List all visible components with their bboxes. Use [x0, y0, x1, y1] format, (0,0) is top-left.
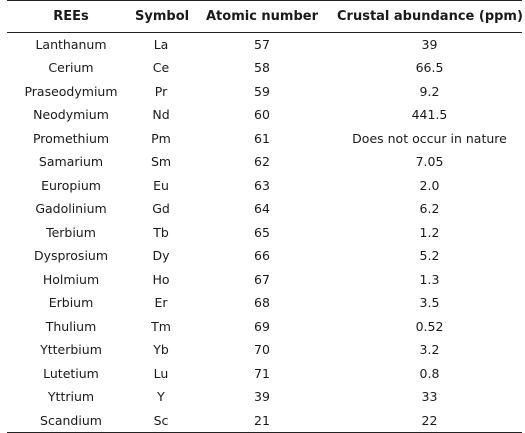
symbol-cell: Pm	[151, 130, 171, 146]
table-row: Cerium Ce 58 66.5	[7, 56, 522, 80]
table-row: Promethium Pm 61 Does not occur in nature	[7, 127, 522, 151]
table-row: Samarium Sm 62 7.05	[7, 150, 522, 174]
element-name-cell: Neodymium	[33, 107, 109, 123]
table-row: Thulium Tm 69 0.52	[7, 315, 522, 339]
atomic-number-cell: 68	[254, 295, 270, 311]
atomic-number-cell: 69	[254, 318, 270, 334]
symbol-cell: Eu	[153, 177, 169, 193]
element-name-cell: Terbium	[46, 224, 96, 240]
crustal-abundance-cell: 39	[421, 37, 438, 52]
element-name-cell: Gadolinium	[35, 201, 107, 217]
crustal-abundance-cell: 22	[421, 412, 438, 428]
crustal-abundance-cell: 33	[421, 389, 438, 405]
symbol-cell: Ho	[152, 271, 170, 287]
atomic-number-cell: 39	[254, 389, 270, 405]
symbol-cell: Sm	[150, 154, 172, 170]
symbol-cell: La	[153, 37, 169, 52]
element-name-cell: Erbium	[48, 295, 94, 311]
ree-table: REEs Symbol Atomic number Crustal abunda…	[7, 0, 523, 433]
crustal-abundance-cell: 2.0	[419, 177, 440, 193]
table-row: Lutetium Lu 71 0.8	[7, 362, 522, 386]
table-row: Europium Eu 63 2.0	[7, 174, 522, 198]
element-name-cell: Yttrium	[47, 389, 95, 405]
atomic-number-cell: 58	[254, 60, 270, 76]
table-row: Terbium Tb 65 1.2	[7, 221, 522, 245]
atomic-number-cell: 59	[254, 83, 270, 99]
symbol-cell: Gd	[152, 201, 170, 217]
atomic-number-cell: 71	[254, 365, 270, 381]
table-row: Neodymium Nd 60 441.5	[7, 103, 522, 127]
atomic-number-cell: 21	[254, 412, 270, 428]
table-row: Holmium Ho 67 1.3	[7, 268, 522, 292]
table-row: Ytterbium Yb 70 3.2	[7, 338, 522, 362]
symbol-cell: Yb	[153, 342, 169, 358]
element-name-cell: Lutetium	[43, 365, 99, 381]
symbol-cell: Sc	[153, 412, 169, 428]
symbol-cell: Er	[154, 295, 168, 311]
atomic-number-cell: 70	[254, 342, 270, 358]
element-name-cell: Samarium	[38, 154, 104, 170]
header-symbol: Symbol	[135, 9, 190, 24]
symbol-cell: Tb	[153, 224, 169, 240]
atomic-number-cell: 60	[254, 107, 270, 123]
table-body: Lanthanum La 57 39 Cerium Ce 58 66.5 Praseodymiu…	[7, 33, 522, 432]
header-row: REEs Symbol Atomic number Crustal abunda…	[7, 0, 523, 33]
element-name-cell: Europium	[41, 177, 101, 193]
symbol-cell: Nd	[152, 107, 170, 123]
table-header: REEs Symbol Atomic number Crustal abunda…	[7, 0, 523, 33]
atomic-number-cell: 66	[254, 248, 270, 264]
table-row: Yttrium Y 39 33	[7, 385, 522, 409]
header-rees: REEs	[53, 9, 89, 24]
element-name-cell: Dysprosium	[33, 248, 109, 264]
element-name-cell: Ytterbium	[40, 342, 102, 358]
element-name-cell: Lanthanum	[35, 37, 107, 52]
crustal-abundance-cell: 5.2	[419, 248, 440, 264]
atomic-number-cell: 65	[254, 224, 270, 240]
atomic-number-cell: 67	[254, 271, 270, 287]
crustal-abundance-cell: 7.05	[415, 154, 444, 170]
crustal-abundance-cell: 1.3	[419, 271, 440, 287]
crustal-abundance-cell: 0.52	[415, 318, 444, 334]
symbol-cell: Dy	[152, 248, 170, 264]
crustal-abundance-cell: 66.5	[415, 60, 444, 76]
element-name-cell: Scandium	[40, 412, 102, 428]
crustal-abundance-cell: 6.2	[419, 201, 440, 217]
table-row: Scandium Sc 21 22	[7, 409, 522, 432]
crustal-abundance-cell: 1.2	[419, 224, 440, 240]
table-row: Gadolinium Gd 64 6.2	[7, 197, 522, 221]
atomic-number-cell: 62	[254, 154, 270, 170]
symbol-cell: Y	[157, 389, 165, 405]
element-name-cell: Praseodymium	[24, 83, 118, 99]
element-name-cell: Promethium	[32, 130, 110, 146]
table-row: Dysprosium Dy 66 5.2	[7, 244, 522, 268]
crustal-abundance-cell: 9.2	[419, 83, 440, 99]
header-crustal-abundance: Crustal abundance (ppm)	[337, 9, 523, 24]
crustal-abundance-cell: 441.5	[411, 107, 448, 123]
atomic-number-cell: 64	[254, 201, 270, 217]
symbol-cell: Tm	[151, 318, 171, 334]
table-row: Erbium Er 68 3.5	[7, 291, 522, 315]
crustal-abundance-cell: 3.2	[419, 342, 440, 358]
element-name-cell: Cerium	[48, 60, 94, 76]
element-name-cell: Thulium	[45, 318, 97, 334]
symbol-cell: Pr	[154, 83, 168, 99]
crustal-abundance-cell: Does not occur in nature	[352, 130, 507, 146]
table-row: Lanthanum La 57 39	[7, 33, 522, 57]
atomic-number-cell: 57	[254, 37, 270, 52]
atomic-number-cell: 61	[254, 130, 270, 146]
symbol-cell: Ce	[152, 60, 170, 76]
element-name-cell: Holmium	[42, 271, 100, 287]
crustal-abundance-cell: 0.8	[419, 365, 440, 381]
atomic-number-cell: 63	[254, 177, 270, 193]
table-row: Praseodymium Pr 59 9.2	[7, 80, 522, 104]
header-atomic-number: Atomic number	[205, 9, 319, 24]
crustal-abundance-cell: 3.5	[419, 295, 440, 311]
symbol-cell: Lu	[153, 365, 169, 381]
